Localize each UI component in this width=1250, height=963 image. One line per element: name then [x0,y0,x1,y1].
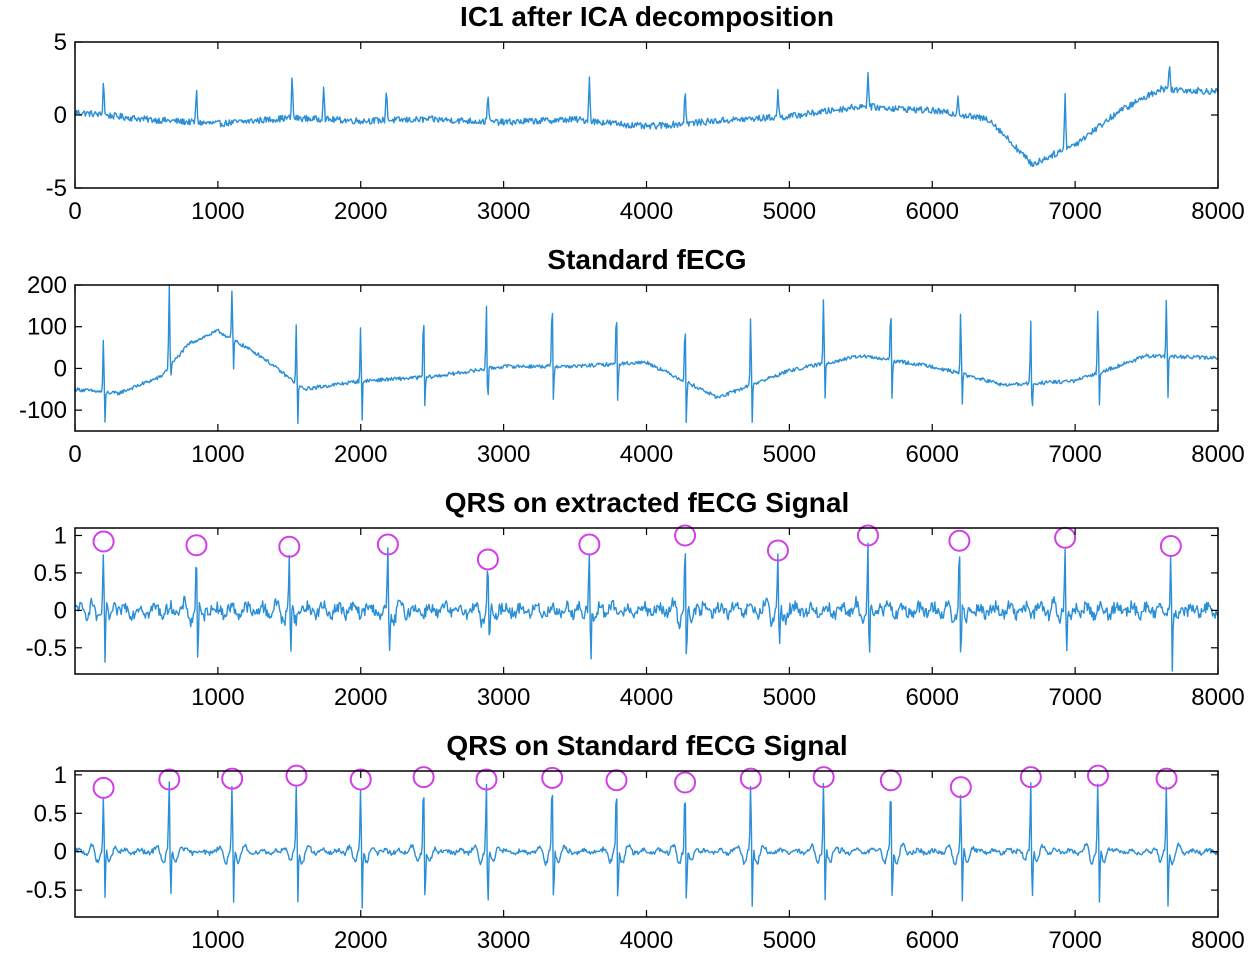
x-tick-label: 1000 [191,927,244,954]
qrs-marker [879,769,902,792]
x-tick-label: 3000 [477,198,530,225]
signal-line [74,66,1219,167]
x-tick-label: 3000 [477,441,530,468]
y-tick-label: 100 [27,314,67,341]
qrs-marker [948,529,971,552]
x-tick-label: 4000 [620,198,673,225]
qrs-marker [739,767,762,790]
x-tick-label: 7000 [1048,927,1101,954]
x-tick-label: 3000 [477,927,530,954]
qrs-marker [221,767,244,790]
plot-frame [74,770,1219,918]
x-tick-label: 7000 [1048,441,1101,468]
panel-standard-fecg: Standard fECG 0 1000 2000 3000 4000 5000 6000 7… [19,244,1245,468]
x-tick-label: 4000 [620,441,673,468]
x-tick-label: 5000 [763,684,816,711]
x-tick-label: 6000 [906,198,959,225]
y-tick-label: 1 [54,762,67,789]
plot-frame [74,284,1219,432]
x-tick-label: 1000 [191,684,244,711]
qrs-marker [158,768,181,791]
qrs-marker [476,548,499,571]
chart-title: QRS on Standard fECG Signal [446,730,847,761]
qrs-marker [812,766,835,789]
qrs-marker [578,533,601,556]
y-tick-label: 5 [54,29,67,56]
y-tick-label: 1 [54,522,67,549]
x-tick-label: 1000 [191,441,244,468]
qrs-marker [475,768,498,791]
qrs-marker [674,524,697,547]
x-tick-label: 5000 [763,198,816,225]
plot-frame [74,41,1219,189]
x-tick-label: 2000 [334,927,387,954]
qrs-marker [349,768,372,791]
x-tick-label: 4000 [620,684,673,711]
x-tick-label: 3000 [477,684,530,711]
qrs-marker [285,764,308,787]
qrs-marker [412,766,435,789]
qrs-marker [1054,526,1077,549]
x-tick-label: 0 [68,198,81,225]
x-tick-label: 2000 [334,684,387,711]
y-tick-label: -0.5 [26,877,67,904]
x-tick-label: 8000 [1191,198,1244,225]
y-tick-label: 0.5 [34,800,67,827]
x-tick-label: 5000 [763,441,816,468]
qrs-marker [949,776,972,799]
qrs-marker [92,776,115,799]
x-tick-label: 6000 [906,927,959,954]
x-tick-label: 0 [68,441,81,468]
qrs-marker [766,539,789,562]
signal-line [74,542,1219,672]
x-tick-label: 6000 [906,441,959,468]
x-tick-label: 2000 [334,198,387,225]
panel-qrs-extracted: QRS on extracted fECG Signal 1000 2000 300… [26,487,1245,711]
y-tick-label: 0 [54,355,67,382]
y-tick-label: 0.5 [34,560,67,587]
y-tick-label: -100 [19,397,67,424]
qrs-marker [376,533,399,556]
plot-frame [74,527,1219,675]
chart-title: QRS on extracted fECG Signal [445,487,850,518]
y-tick-label: 200 [27,272,67,299]
x-tick-label: 1000 [191,198,244,225]
qrs-marker [674,771,697,794]
qrs-marker [1086,764,1109,787]
y-tick-label: 0 [54,597,67,624]
qrs-marker [605,769,628,792]
x-tick-label: 4000 [620,927,673,954]
x-tick-label: 6000 [906,684,959,711]
x-tick-label: 8000 [1191,684,1244,711]
qrs-marker [1019,766,1042,789]
chart-title: Standard fECG [547,244,746,275]
y-tick-label: 0 [54,102,67,129]
qrs-marker [1159,534,1182,557]
y-tick-label: -5 [46,175,67,202]
x-tick-label: 8000 [1191,441,1244,468]
qrs-marker [856,524,879,547]
panel-ic1: IC1 after ICA decomposition 0 1000 2000 300… [46,1,1245,225]
qrs-marker [92,530,115,553]
x-tick-label: 7000 [1048,198,1101,225]
qrs-marker [1155,767,1178,790]
chart-title: IC1 after ICA decomposition [460,1,834,32]
qrs-marker [278,535,301,558]
y-tick-label: -0.5 [26,635,67,662]
x-tick-label: 2000 [334,441,387,468]
signal-line [74,781,1219,909]
signal-line [74,284,1219,425]
qrs-marker [185,534,208,557]
panel-qrs-standard: QRS on Standard fECG Signal 1000 2000 3000… [26,730,1245,954]
x-tick-label: 8000 [1191,927,1244,954]
qrs-marker [541,766,564,789]
x-tick-label: 7000 [1048,684,1101,711]
y-tick-label: 0 [54,839,67,866]
x-tick-label: 5000 [763,927,816,954]
